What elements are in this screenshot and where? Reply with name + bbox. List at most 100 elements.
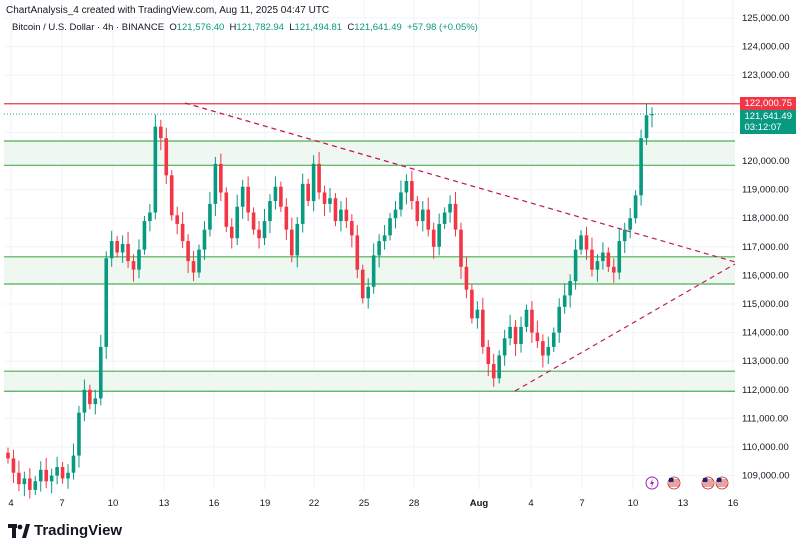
candle[interactable] [164,127,169,184]
candle[interactable] [104,251,109,359]
candle[interactable] [541,334,545,368]
candle[interactable] [502,329,507,366]
candle[interactable] [513,320,518,357]
flag-us-icon[interactable] [701,476,715,490]
candle[interactable] [410,170,414,210]
tradingview-brand[interactable]: TradingView [8,522,122,539]
candle[interactable] [328,187,332,213]
candle[interactable] [453,191,458,237]
candle[interactable] [573,239,578,290]
candle[interactable] [568,274,572,308]
candle[interactable] [535,320,540,349]
candle[interactable] [235,194,240,246]
candle[interactable] [126,231,130,268]
candle[interactable] [464,256,469,299]
candle[interactable] [22,471,27,497]
lightning-icon[interactable] [645,476,659,490]
flag-us-icon[interactable] [667,476,681,490]
candle[interactable] [115,235,119,258]
candle[interactable] [382,225,387,250]
candle[interactable] [633,190,638,224]
candle[interactable] [622,222,627,254]
candle[interactable] [289,217,294,263]
candle[interactable] [82,379,87,422]
candle[interactable] [246,176,250,222]
candle[interactable] [191,250,196,282]
candle[interactable] [459,222,463,279]
candle[interactable] [251,207,256,235]
candle[interactable] [617,229,622,280]
candle[interactable] [38,461,43,492]
candle[interactable] [142,215,147,255]
candle[interactable] [579,230,583,255]
candle[interactable] [606,247,611,272]
candle[interactable] [279,181,283,212]
candle[interactable] [317,151,321,200]
candle[interactable] [644,103,649,145]
event-icons[interactable] [645,476,729,490]
candle[interactable] [371,243,376,294]
candle[interactable] [388,213,392,241]
candle[interactable] [219,153,223,202]
candle[interactable] [180,211,185,248]
candle[interactable] [491,353,496,387]
candle[interactable] [486,340,491,377]
candle[interactable] [524,304,529,333]
candle[interactable] [322,185,327,216]
candle[interactable] [93,389,98,415]
candle[interactable] [159,119,163,151]
ascending-trendline[interactable] [514,263,736,392]
candle[interactable] [33,476,38,496]
candle[interactable] [350,214,354,248]
candle[interactable] [66,464,70,489]
candle[interactable] [268,194,272,234]
candle[interactable] [475,301,480,329]
candle[interactable] [109,230,114,267]
candle[interactable] [497,350,501,384]
candle[interactable] [306,178,310,207]
candle[interactable] [55,456,59,485]
candle[interactable] [169,170,174,221]
candle[interactable] [650,107,654,128]
candle[interactable] [344,197,349,228]
candle[interactable] [442,207,447,230]
candle[interactable] [197,244,201,278]
candle[interactable] [557,298,562,343]
symbol-name[interactable]: Bitcoin / U.S. Dollar · 4h · BINANCE [12,22,165,33]
candle[interactable] [88,384,92,410]
candle[interactable] [360,264,365,304]
candle[interactable] [431,222,436,259]
flag-us-icon[interactable] [715,476,729,490]
candle[interactable] [519,316,523,353]
candle[interactable] [366,278,371,309]
candle[interactable] [437,213,441,256]
candle[interactable] [393,201,398,229]
candle[interactable] [202,221,207,260]
candle[interactable] [137,239,141,279]
candle[interactable] [300,173,305,233]
candle[interactable] [530,301,534,343]
time-axis[interactable]: 4 7 10 13 16 19 22 25 28 Aug 4 7 10 13 16 [8,498,738,509]
candle[interactable] [448,195,452,223]
candle[interactable] [551,327,556,353]
candle[interactable] [284,198,289,240]
candle[interactable] [71,443,76,480]
candle[interactable] [546,336,551,365]
candle[interactable] [404,174,409,205]
candle[interactable] [60,461,65,484]
candle[interactable] [224,187,229,232]
candle[interactable] [240,179,245,219]
candle[interactable] [339,201,343,232]
candle[interactable] [481,297,485,354]
candle[interactable] [153,114,158,220]
candle[interactable] [98,334,103,406]
candle[interactable] [120,235,125,263]
candle[interactable] [590,237,594,277]
candle[interactable] [562,283,567,314]
candle[interactable] [28,468,32,499]
candle[interactable] [426,197,431,237]
candle[interactable] [229,218,234,249]
candle[interactable] [213,156,218,216]
candle[interactable] [584,226,589,260]
